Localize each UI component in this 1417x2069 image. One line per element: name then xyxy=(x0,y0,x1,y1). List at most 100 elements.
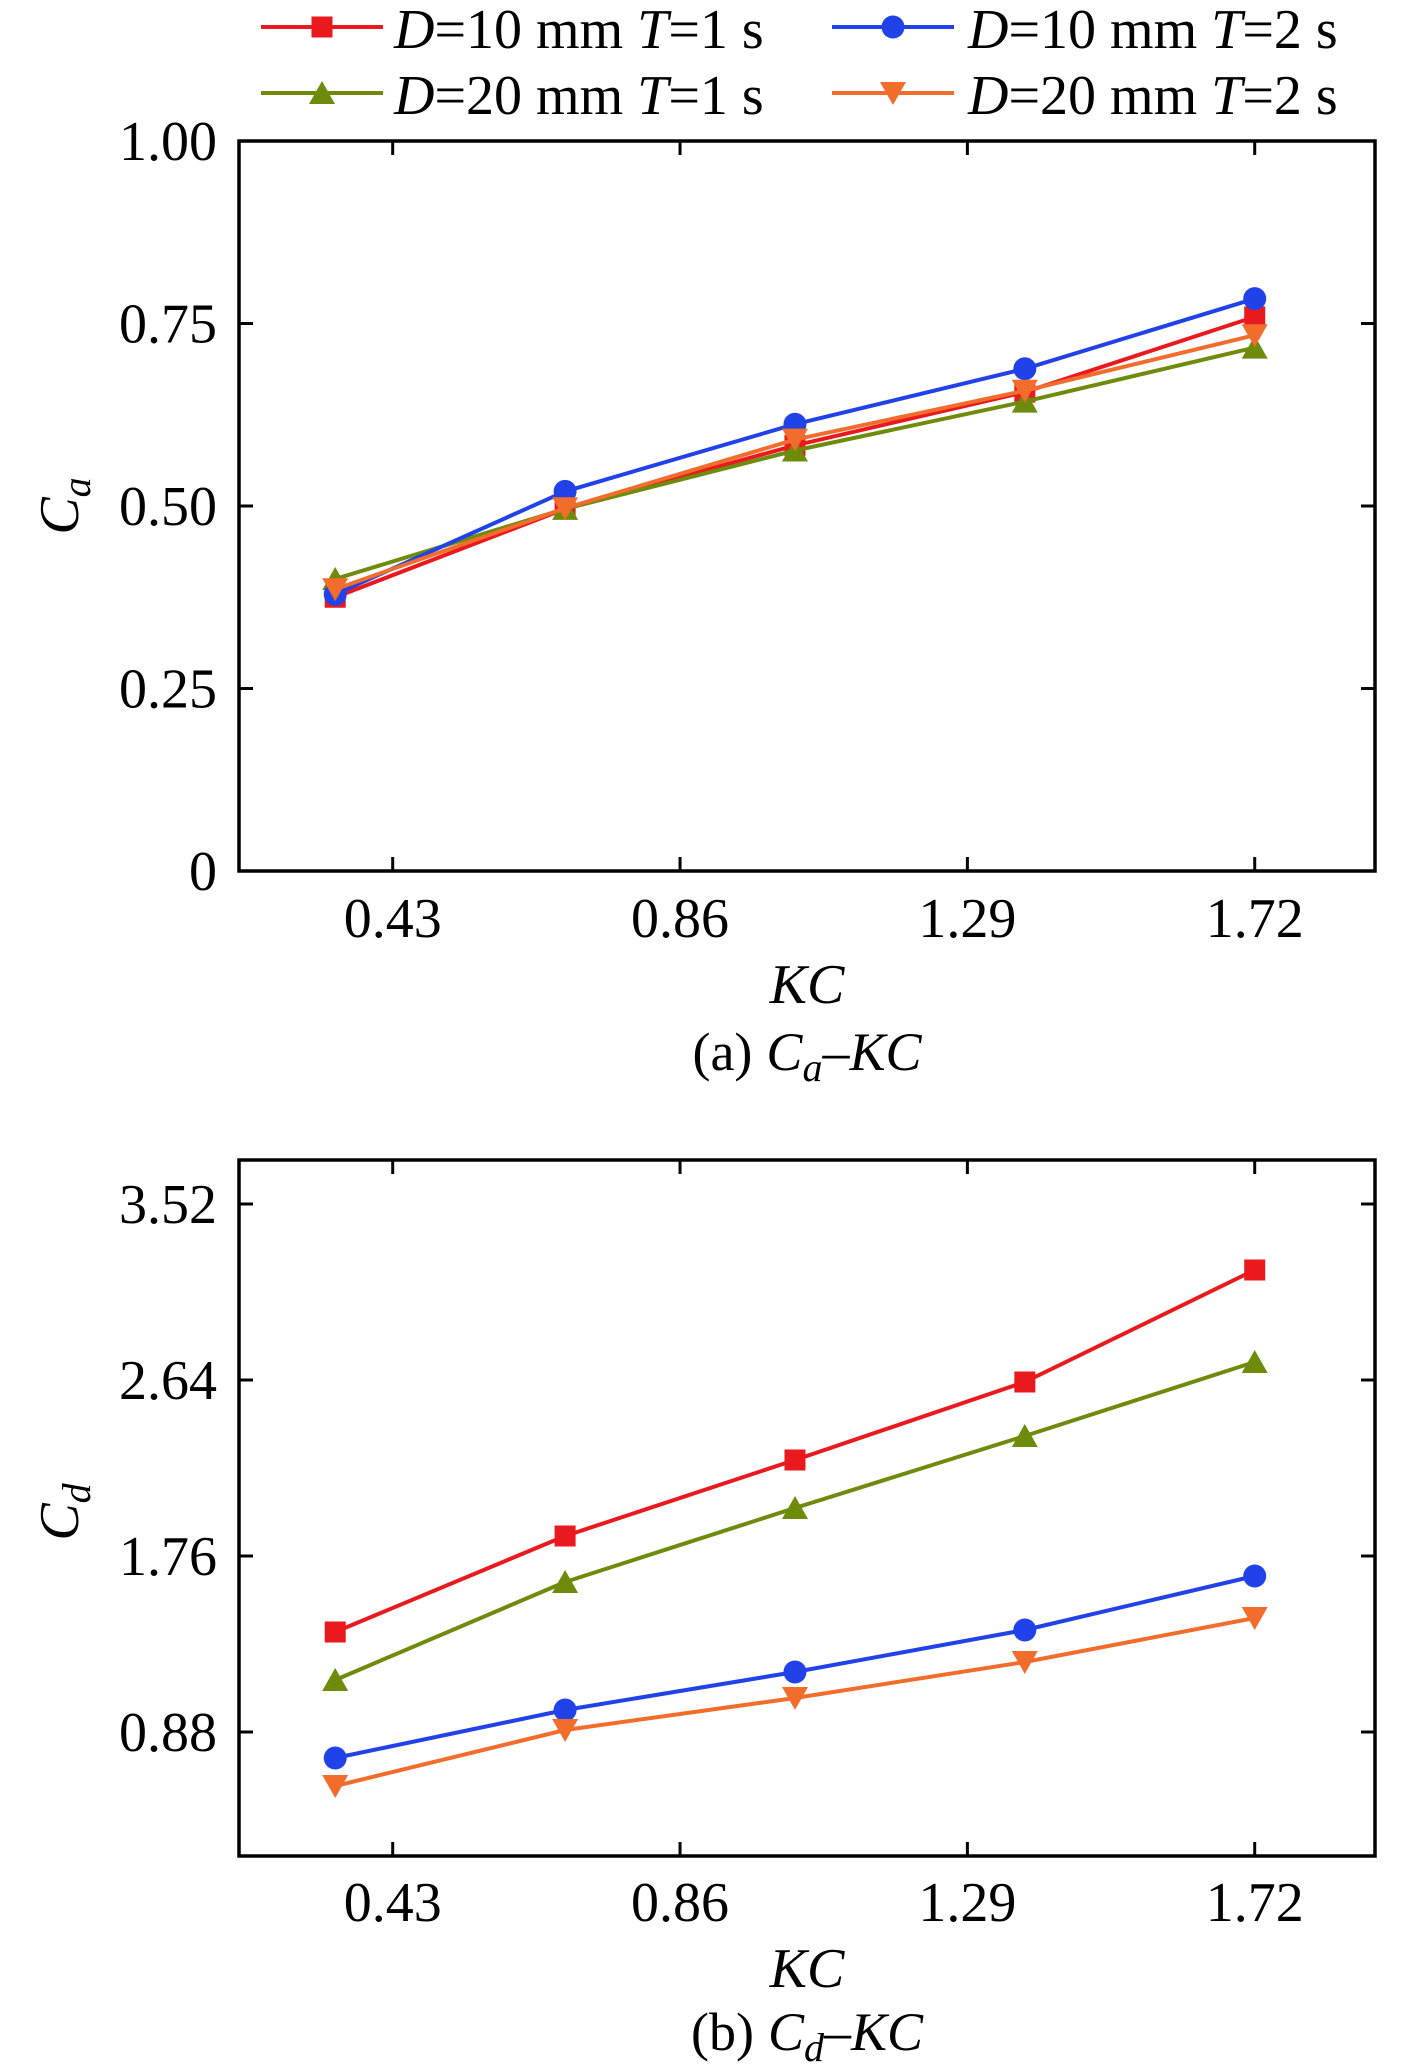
panel-b-caption: (b) Cd–KC xyxy=(691,2002,924,2069)
legend-label-d20-t2: D=20 mm T=2 s xyxy=(967,65,1338,127)
panel-a-y-tick-label: 0.75 xyxy=(119,294,217,356)
legend-label-text: =20 mm xyxy=(434,65,637,127)
panel-a-x-tick-label: 0.86 xyxy=(631,888,729,950)
panel-b-series-d20-t1-point-4 xyxy=(1011,1424,1038,1447)
legend-label-variable: D xyxy=(967,65,1008,127)
legend-marker-d10-t1 xyxy=(311,16,333,38)
legend-label-text: =2 s xyxy=(1242,65,1337,127)
panel-b-series-d10-t1-point-3 xyxy=(784,1449,806,1471)
panel-a-y-axis-label-symbol: C xyxy=(29,497,91,535)
panel-b-series-d10-t1-point-1 xyxy=(324,1621,346,1643)
legend-label-variable: D xyxy=(967,0,1008,61)
panel-b-series-d20-t1-point-5 xyxy=(1241,1350,1268,1373)
panel-b-axes-frame xyxy=(237,1158,1377,1858)
panel-b-x-axis-label: KC xyxy=(769,1938,845,2000)
panel-a-y-tick-label: 1.00 xyxy=(119,111,217,173)
legend-marker-d20-t2 xyxy=(880,82,906,105)
panel-b-y-axis-label: Cd xyxy=(29,1482,99,1540)
legend-label-d10-t1: D=10 mm T=1 s xyxy=(393,0,764,61)
legend-label-text: =20 mm xyxy=(1008,65,1211,127)
panel-b-series-d20-t2-point-1 xyxy=(322,1775,349,1798)
panel-b-series-d20-t1-point-3 xyxy=(782,1496,808,1519)
legend-label-text: =2 s xyxy=(1242,0,1337,61)
legend-label-variable: T xyxy=(637,0,672,61)
panel-b-series-d10-t1-point-4 xyxy=(1014,1371,1036,1393)
panel-b-series-d20-t2-point-5 xyxy=(1241,1607,1268,1630)
panel-b-series-d20-t2-point-2 xyxy=(552,1719,579,1742)
legend-label-d20-t1: D=20 mm T=1 s xyxy=(393,65,764,127)
panel-a-x-tick-label: 1.29 xyxy=(918,888,1016,950)
panel-a-x-tick-label: 0.43 xyxy=(344,888,442,950)
legend-marker-d20-t1 xyxy=(309,81,335,104)
panel-a-x-tick-label: 1.72 xyxy=(1206,888,1304,950)
panel-a-y-axis-label-subscript: a xyxy=(54,477,99,497)
panel-a-series-d20-t2-point-5 xyxy=(1241,324,1268,348)
panel-b-series-d20-t2-point-3 xyxy=(782,1687,808,1710)
panel-b-x-tick-label: 1.72 xyxy=(1206,1872,1304,1934)
panel-b-caption-symbol: C xyxy=(768,2002,805,2062)
panel-a-caption-subscript: a xyxy=(802,1045,822,1090)
legend-entry-d20-t1: D=20 mm T=1 s xyxy=(261,65,764,127)
panel-b-series-d10-t1 xyxy=(324,1259,1266,1643)
legend-label-variable: D xyxy=(393,0,434,61)
legend: D=10 mm T=1 sD=20 mm T=1 sD=10 mm T=2 sD… xyxy=(261,0,1338,127)
panel-b-y-tick-label: 1.76 xyxy=(119,1526,217,1588)
panel-a-x-axis-label: KC xyxy=(769,954,845,1016)
panel-b-plot-area: 0.88 1.76 2.64 3.52 0.43 0.86 1.29 1.72 xyxy=(119,1158,1377,1934)
panel-b-series-d10-t2-point-5 xyxy=(1243,1564,1267,1588)
panel-b-y-tick-label: 0.88 xyxy=(119,1702,217,1764)
panel-a-caption: (a) Ca–KC xyxy=(692,1022,922,1090)
panel-b-series-d10-t2-point-1 xyxy=(323,1746,347,1770)
panel-b-series-d20-t1 xyxy=(322,1350,1268,1691)
panel-b-series-d20-t1-point-2 xyxy=(552,1570,579,1593)
panel-b-y-tick-label: 3.52 xyxy=(119,1174,217,1236)
legend-marker-d10-t2 xyxy=(881,15,905,39)
legend-label-d10-t2: D=10 mm T=2 s xyxy=(967,0,1338,61)
panel-b-x-tick-label: 1.29 xyxy=(918,1872,1016,1934)
panel-a-caption-prefix: (a) xyxy=(692,1022,752,1082)
legend-label-variable: T xyxy=(1211,0,1246,61)
panel-b-series-d10-t2 xyxy=(323,1564,1267,1770)
panel-a-series-d20-t2-point-4 xyxy=(1011,379,1038,403)
panel-b-x-tick-label: 0.43 xyxy=(344,1872,442,1934)
panel-b-y-axis-label-symbol: C xyxy=(29,1503,91,1541)
panel-a-series-d10-t1-point-5 xyxy=(1244,306,1266,328)
panel-b-series-d10-t2-point-3 xyxy=(783,1660,807,1684)
panel-b: 0.88 1.76 2.64 3.52 0.43 0.86 1.29 1.72 Cd KC (… xyxy=(29,1158,1377,2069)
panel-a-caption-symbol: C xyxy=(766,1022,803,1082)
panel-b-caption-prefix: (b) xyxy=(691,2002,754,2062)
panel-b-series-d10-t1-point-5 xyxy=(1244,1259,1266,1281)
legend-entry-d10-t2: D=10 mm T=2 s xyxy=(832,0,1338,61)
legend-label-variable: T xyxy=(1211,65,1246,127)
panel-b-caption-subscript: d xyxy=(804,2025,825,2069)
panel-b-series-d10-t2-point-4 xyxy=(1013,1618,1037,1642)
panel-a-series-d10-t2-point-2 xyxy=(553,479,577,503)
legend-label-text: =1 s xyxy=(668,0,763,61)
panel-b-series-d20-t1-point-1 xyxy=(322,1668,349,1691)
panel-b-series-d10-t2-point-2 xyxy=(553,1698,577,1722)
panel-b-y-axis-label-subscript: d xyxy=(54,1482,99,1503)
legend-label-variable: T xyxy=(637,65,672,127)
panel-a-y-tick-label: 0.50 xyxy=(119,476,217,538)
panel-b-caption-rhs: KC xyxy=(850,2002,924,2062)
panel-a-series-d20-t2-point-1 xyxy=(322,578,349,602)
legend-label-text: =1 s xyxy=(668,65,763,127)
panel-a-y-tick-label: 0 xyxy=(189,841,217,903)
panel-b-series-d20-t2 xyxy=(322,1607,1268,1798)
legend-entry-d20-t2: D=20 mm T=2 s xyxy=(832,65,1338,127)
panel-b-y-tick-label: 2.64 xyxy=(119,1350,217,1412)
panel-a-caption-separator: – xyxy=(821,1022,850,1082)
panel-a-series-d10-t2-point-5 xyxy=(1243,287,1267,311)
legend-label-text: =10 mm xyxy=(434,0,637,61)
panel-a-series-d20-t2-point-2 xyxy=(552,497,579,521)
panel-b-series-d10-t1-point-2 xyxy=(554,1525,576,1547)
panel-b-x-tick-label: 0.86 xyxy=(631,1872,729,1934)
panel-a-series-d20-t2 xyxy=(322,324,1268,602)
panel-a-y-tick-label: 0.25 xyxy=(119,659,217,721)
panel-a-caption-rhs: KC xyxy=(848,1022,922,1082)
legend-entry-d10-t1: D=10 mm T=1 s xyxy=(261,0,764,61)
panel-b-series-d20-t2-point-4 xyxy=(1011,1651,1038,1674)
legend-label-text: =10 mm xyxy=(1008,0,1211,61)
panel-a-plot-area: 0 0.25 0.50 0.75 1.00 0.43 0.86 1.29 1.72 xyxy=(119,111,1377,950)
